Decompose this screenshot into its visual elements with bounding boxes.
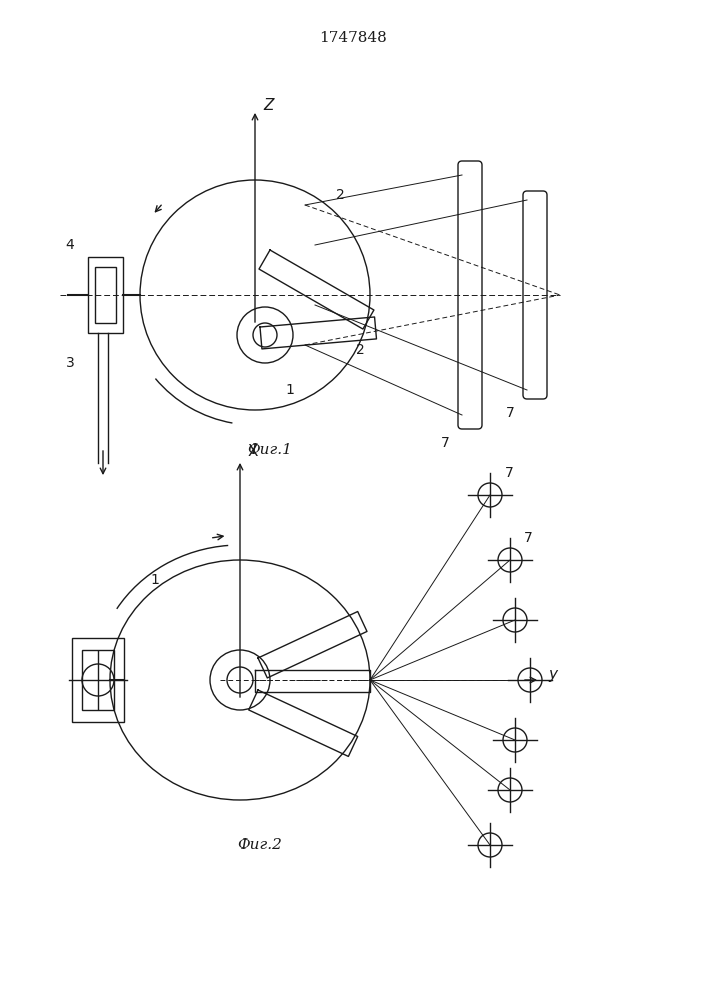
Bar (72, 638, 124, 722)
Bar (88, 257, 123, 333)
Text: X: X (248, 444, 259, 460)
Text: y: y (548, 668, 557, 682)
Text: 1: 1 (151, 573, 160, 587)
Text: 4: 4 (66, 238, 74, 252)
Text: 7: 7 (506, 406, 515, 420)
Bar (82, 650, 114, 710)
Text: 7: 7 (505, 466, 514, 480)
Bar (95, 267, 116, 323)
Text: Фиг.2: Фиг.2 (238, 838, 282, 852)
Text: 7: 7 (524, 531, 533, 545)
Text: Фиг.1: Фиг.1 (247, 443, 293, 457)
Text: Z: Z (263, 98, 274, 112)
Text: 2: 2 (356, 343, 364, 357)
Text: 7: 7 (440, 436, 450, 450)
Text: 3: 3 (66, 356, 74, 370)
Text: 2: 2 (336, 188, 344, 202)
Text: 1: 1 (286, 383, 294, 397)
Text: 1747848: 1747848 (319, 31, 387, 45)
